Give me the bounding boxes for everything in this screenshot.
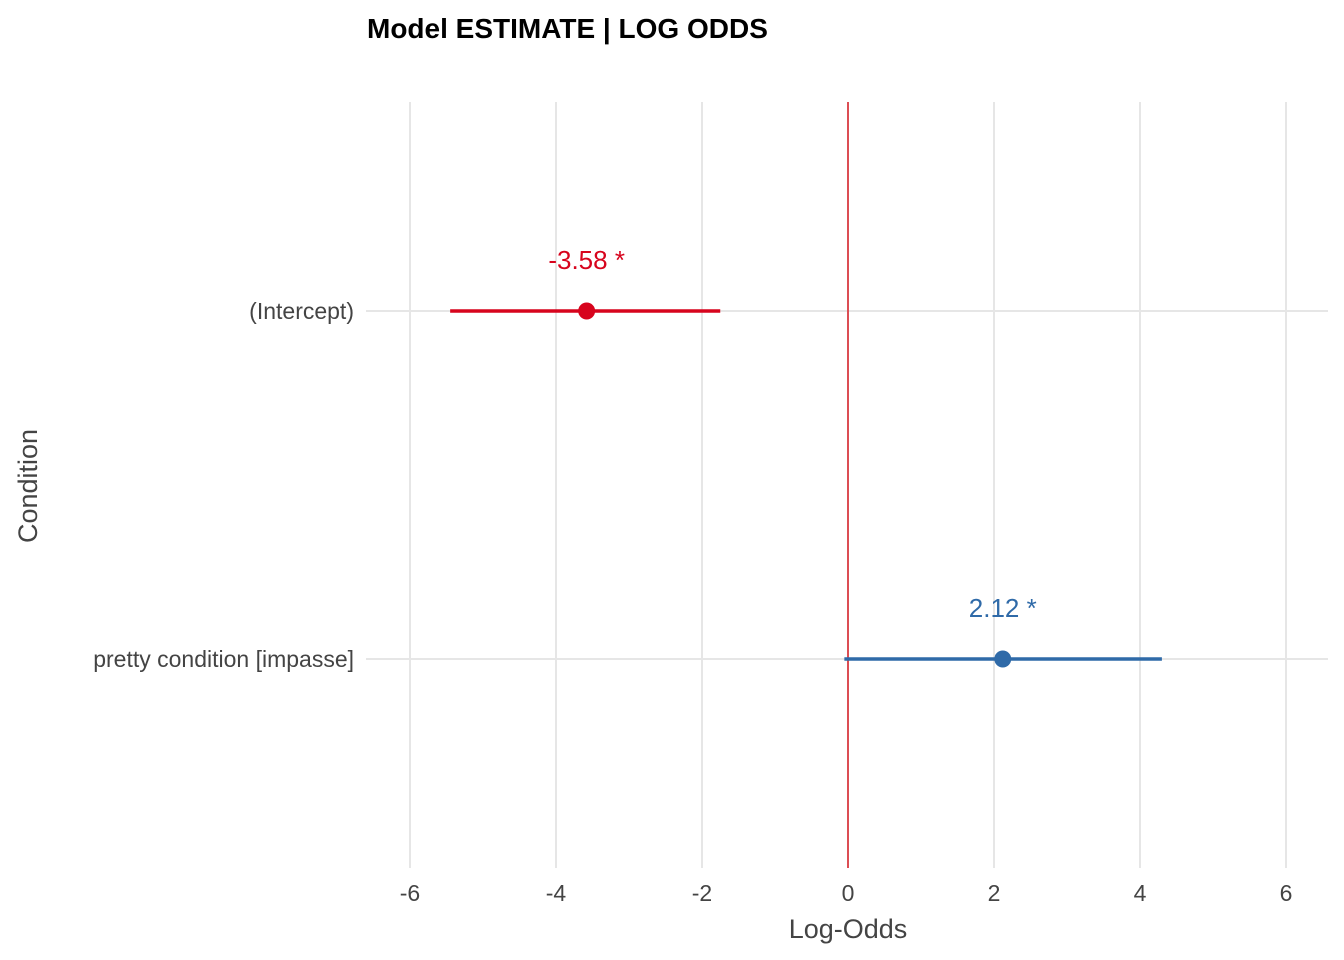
- chart-title: Model ESTIMATE | LOG ODDS: [367, 13, 768, 44]
- estimate-label: 2.12 *: [969, 593, 1037, 623]
- estimate-point: [994, 650, 1012, 668]
- x-tick-label: -4: [546, 880, 567, 906]
- x-axis-title: Log-Odds: [789, 914, 908, 944]
- estimate-label: -3.58 *: [548, 245, 625, 275]
- x-tick-label: -6: [400, 880, 420, 906]
- x-tick-label: 6: [1280, 880, 1293, 906]
- y-axis-title: Condition: [13, 429, 43, 543]
- estimate-point: [578, 302, 596, 320]
- y-tick-label: (Intercept): [249, 298, 354, 324]
- y-tick-label: pretty condition [impasse]: [93, 646, 354, 672]
- x-tick-label: 2: [988, 880, 1001, 906]
- x-tick-label: 4: [1134, 880, 1147, 906]
- gridlines: [366, 102, 1328, 868]
- y-axis-ticks: (Intercept) pretty condition [impasse]: [93, 298, 354, 672]
- x-tick-label: -2: [692, 880, 712, 906]
- estimates-group: -3.58 * 2.12 *: [450, 245, 1162, 668]
- x-tick-label: 0: [842, 880, 855, 906]
- x-axis-ticks: -6 -4 -2 0 2 4 6: [400, 880, 1293, 906]
